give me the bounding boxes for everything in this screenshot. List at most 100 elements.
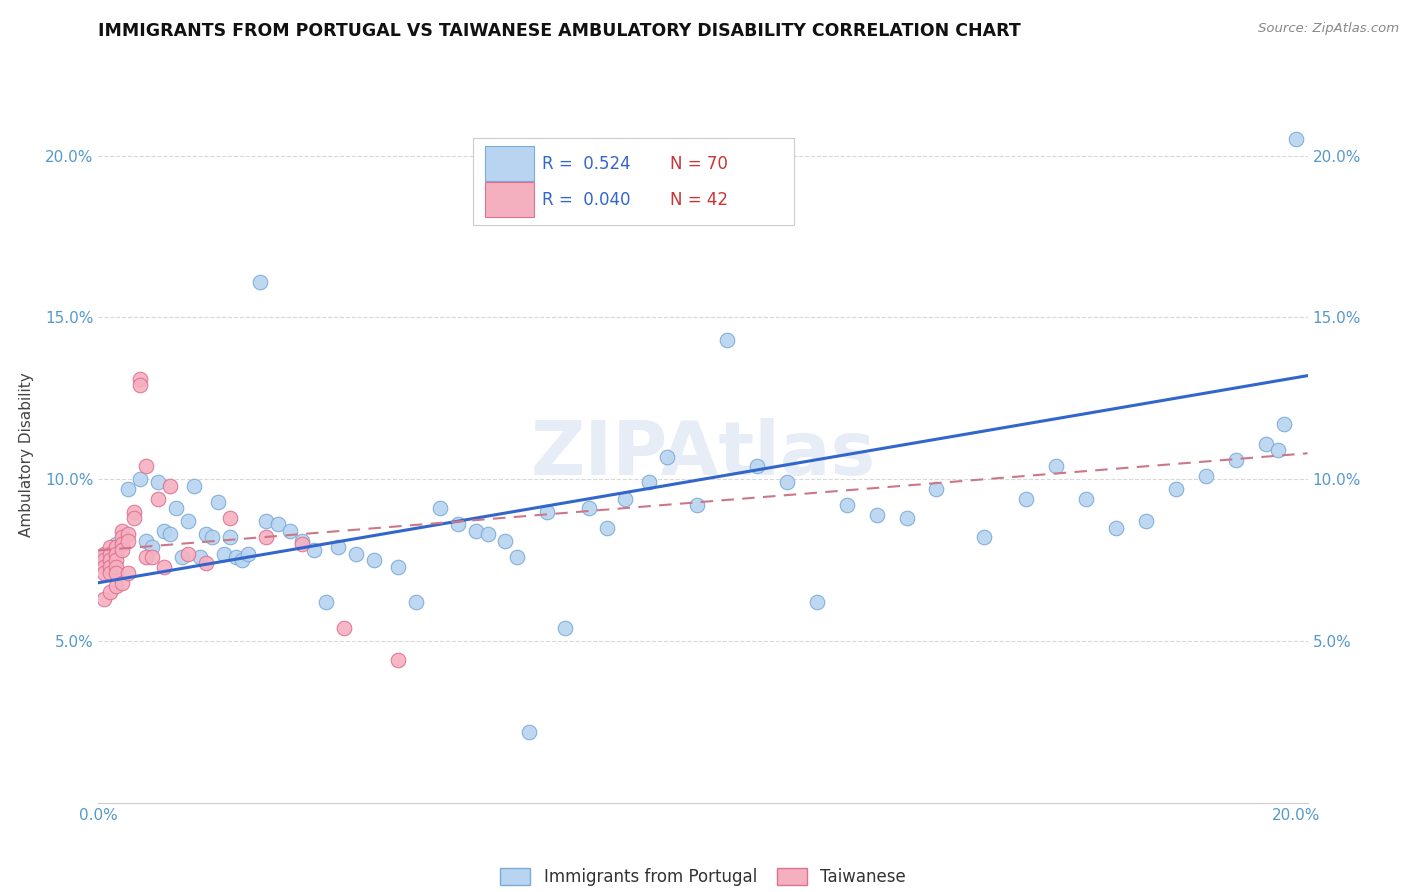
Point [236, 547, 259, 561]
Text: N = 70: N = 70 [671, 155, 728, 173]
Point [519, 724, 541, 739]
Point [117, 533, 139, 548]
Point [464, 524, 486, 538]
Point [195, 527, 218, 541]
FancyBboxPatch shape [485, 183, 534, 218]
Point [446, 517, 468, 532]
Point [363, 553, 385, 567]
Legend: Immigrants from Portugal, Taiwanese: Immigrants from Portugal, Taiwanese [492, 860, 914, 892]
Point [165, 501, 187, 516]
Point [93, 591, 115, 606]
Point [159, 478, 181, 492]
Text: ZIPAtlas: ZIPAtlas [530, 418, 876, 491]
Point [111, 524, 134, 538]
Point [111, 537, 134, 551]
Point [745, 459, 768, 474]
Point [249, 275, 271, 289]
Point [105, 566, 128, 580]
Point [93, 549, 115, 564]
Text: R =  0.524: R = 0.524 [543, 155, 631, 173]
Point [135, 459, 157, 474]
Point [835, 498, 858, 512]
Point [806, 595, 828, 609]
Point [1074, 491, 1097, 506]
Point [105, 537, 128, 551]
Point [1267, 443, 1289, 458]
Point [105, 547, 128, 561]
Point [93, 547, 115, 561]
Point [141, 540, 163, 554]
Point [129, 472, 152, 486]
Point [1254, 436, 1277, 450]
Point [141, 549, 163, 564]
Point [655, 450, 678, 464]
Point [716, 333, 738, 347]
Point [111, 531, 134, 545]
Point [117, 566, 139, 580]
Point [135, 549, 157, 564]
Point [129, 372, 152, 386]
Text: Source: ZipAtlas.com: Source: ZipAtlas.com [1258, 22, 1399, 36]
Point [1015, 491, 1038, 506]
Point [111, 543, 134, 558]
Point [1284, 132, 1306, 146]
Point [129, 378, 152, 392]
Point [100, 547, 122, 561]
Point [207, 495, 229, 509]
Point [177, 514, 200, 528]
Point [177, 547, 200, 561]
Text: R =  0.040: R = 0.040 [543, 191, 631, 209]
Point [291, 533, 314, 548]
Point [105, 579, 128, 593]
Point [267, 517, 290, 532]
Point [506, 549, 529, 564]
Point [188, 549, 211, 564]
Point [865, 508, 887, 522]
Point [326, 540, 349, 554]
Point [1195, 469, 1218, 483]
Point [219, 531, 242, 545]
Point [333, 621, 356, 635]
Point [117, 527, 139, 541]
Point [344, 547, 367, 561]
Point [124, 511, 146, 525]
Text: N = 42: N = 42 [671, 191, 728, 209]
Point [405, 595, 427, 609]
Point [578, 501, 600, 516]
Point [201, 531, 224, 545]
Point [124, 504, 146, 518]
Point [387, 653, 409, 667]
Point [183, 478, 205, 492]
Point [896, 511, 918, 525]
Point [195, 557, 218, 571]
Point [172, 549, 194, 564]
Point [111, 575, 134, 590]
Point [148, 475, 170, 490]
Point [212, 547, 235, 561]
Point [100, 566, 122, 580]
Point [93, 553, 115, 567]
FancyBboxPatch shape [474, 138, 793, 226]
Point [686, 498, 709, 512]
Point [1135, 514, 1157, 528]
Point [225, 549, 247, 564]
Point [93, 559, 115, 574]
Point [219, 511, 242, 525]
Point [100, 585, 122, 599]
Point [148, 491, 170, 506]
Point [614, 491, 637, 506]
Point [254, 514, 277, 528]
Point [554, 621, 576, 635]
Point [153, 524, 176, 538]
Point [100, 553, 122, 567]
Point [105, 540, 128, 554]
Y-axis label: Ambulatory Disability: Ambulatory Disability [20, 373, 34, 537]
Point [1272, 417, 1295, 432]
Point [1045, 459, 1067, 474]
Point [93, 566, 115, 580]
Point [925, 482, 948, 496]
Point [105, 559, 128, 574]
Point [477, 527, 499, 541]
Point [495, 533, 517, 548]
Point [153, 559, 176, 574]
